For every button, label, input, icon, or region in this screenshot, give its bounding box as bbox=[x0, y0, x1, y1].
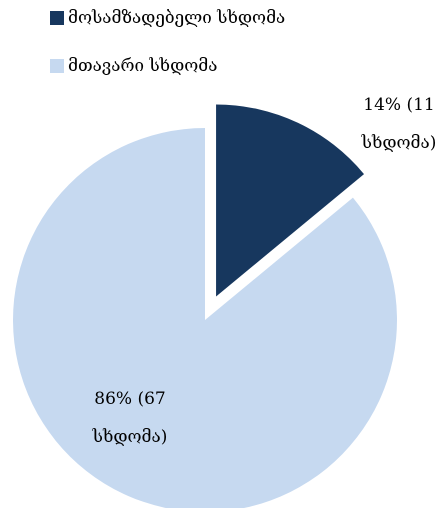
pie-slice bbox=[216, 104, 365, 297]
legend-item: მთავარი სხდომა bbox=[50, 56, 217, 76]
legend-label: მოსამზადებელი სხდომა bbox=[68, 8, 286, 28]
pie-slice bbox=[13, 128, 397, 508]
legend-swatch bbox=[50, 11, 64, 25]
legend-swatch bbox=[50, 59, 64, 73]
legend-label: მთავარი სხდომა bbox=[68, 56, 218, 76]
data-label: 14% (11 სხდომა) bbox=[361, 95, 437, 153]
legend-item: მოსამზადებელი სხდომა bbox=[50, 8, 285, 28]
data-label: 86% (67 სხდომა) bbox=[92, 389, 168, 447]
